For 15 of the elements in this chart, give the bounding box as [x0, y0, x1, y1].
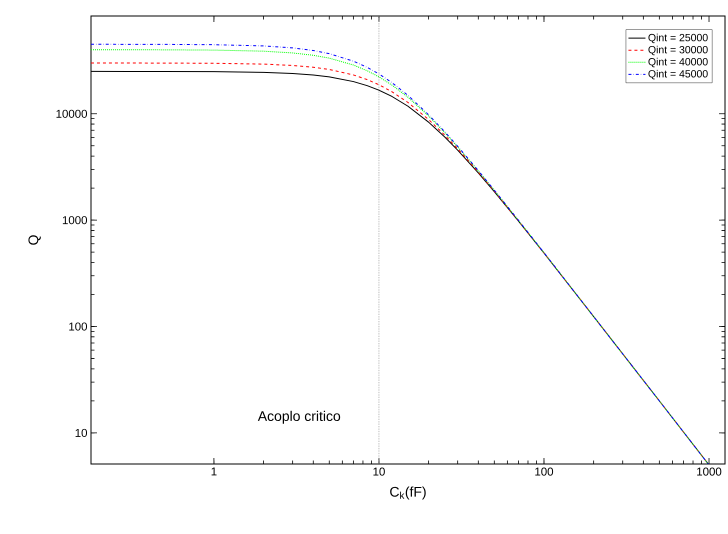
y-tick-label: 100	[69, 322, 88, 331]
x-tick-label: 10	[373, 468, 385, 476]
legend-label: Qint = 45000	[648, 70, 708, 80]
x-tick-label: 100	[535, 468, 554, 476]
y-tick-label: 10	[76, 428, 88, 437]
legend-label: Qint = 25000	[648, 34, 708, 44]
y-tick-label: 10000	[56, 110, 88, 118]
x-axis-title: C$_{k}$(fF)	[390, 486, 426, 500]
legend-label: Qint = 40000	[648, 58, 708, 68]
y-axis-title: Q	[28, 235, 41, 245]
legend-label: Qint = 30000	[648, 46, 708, 56]
ref-line-label: Acoplo critico	[258, 410, 340, 424]
y-tick-label: 1000	[62, 216, 88, 224]
x-tick-label: 1	[212, 468, 217, 476]
x-tick-label: 1000	[697, 468, 722, 476]
